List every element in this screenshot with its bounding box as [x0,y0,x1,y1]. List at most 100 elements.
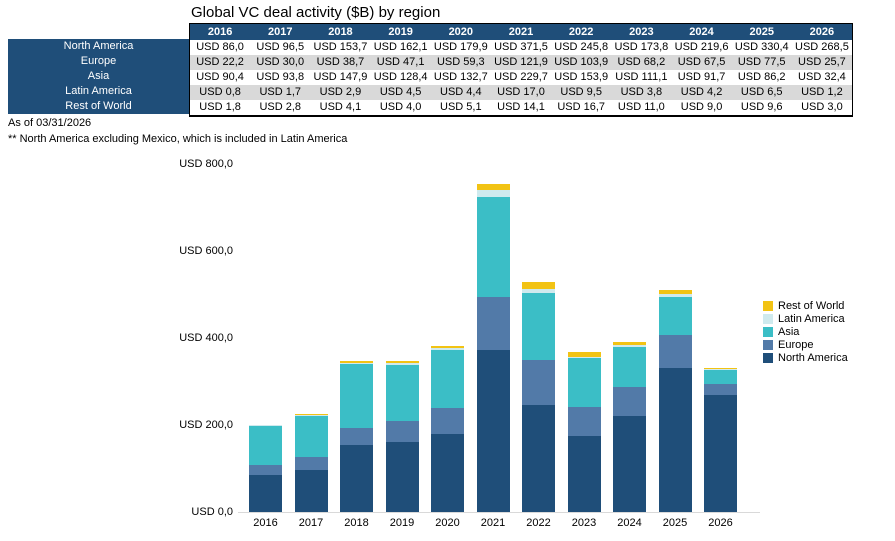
bar-segment-rest-of-world [340,360,373,363]
table-cell: USD 219,6 [671,40,732,55]
x-tick-label: 2022 [526,517,551,529]
footnote-as-of-date: As of 03/31/2026 [8,117,92,129]
table-cell: USD 25,7 [791,55,852,70]
y-tick-label: USD 0,0 [191,506,233,518]
table-cell: USD 132,7 [430,70,491,85]
table-cell: USD 4,2 [671,85,732,100]
bar-segment-latin-america [567,356,601,359]
table-cell: USD 4,5 [370,85,431,100]
bar-segment-latin-america [340,362,373,364]
legend-label: Asia [778,325,800,338]
bar-segment-latin-america [704,369,737,370]
bar-stack-2024 [613,341,646,512]
table-cell: USD 2,9 [310,85,371,100]
table-cell: USD 86,2 [731,70,792,85]
x-tick-label: 2016 [253,517,278,529]
legend-label: North America [778,351,848,364]
bar-segment-europe [476,297,510,351]
bar-segment-north-america [294,470,328,512]
table-cell: USD 3,0 [791,100,852,115]
table-cell: USD 17,0 [490,85,552,100]
legend-swatch-latin-america [763,313,773,324]
y-tick-label: USD 600,0 [179,245,233,257]
bar-stack-2026 [704,368,737,512]
bar-segment-rest-of-world [567,352,601,357]
table-cell: USD 229,7 [490,70,552,85]
table-cell: USD 4,1 [310,100,371,115]
y-tick-label: USD 800,0 [179,158,233,170]
table-cell: USD 16,7 [551,100,612,115]
bar-stack-2022 [522,281,555,512]
bar-segment-asia [476,197,510,298]
bar-segment-europe [522,359,555,406]
table-header-year: 2022 [551,24,612,40]
table-row-label: Europe [8,54,189,69]
table-cell: USD 3,8 [611,85,672,100]
legend-swatch-asia [763,326,773,337]
bar-segment-europe [340,428,373,446]
table-cell: USD 147,9 [310,70,371,85]
bar-segment-north-america [385,441,419,512]
bar-segment-rest-of-world [294,414,328,416]
bar-segment-europe [431,407,464,434]
table-cell: USD 5,1 [430,100,491,115]
legend-label: Latin America [778,312,845,325]
bar-segment-asia [385,365,419,422]
bar-segment-europe [294,456,328,471]
table-header-year: 2018 [310,24,371,40]
bar-segment-latin-america [385,363,419,366]
table-cell: USD 153,7 [310,40,371,55]
table-header-year: 2026 [791,24,852,40]
table-header-year: 2023 [611,24,672,40]
bar-segment-asia [658,297,692,335]
bar-stack-2025 [658,290,692,512]
bar-stack-2020 [431,346,464,512]
bar-segment-north-america [431,433,464,512]
table-cell: USD 1,2 [791,85,852,100]
table-header-year: 2019 [370,24,431,40]
table-cell: USD 330,4 [731,40,792,55]
x-tick-label: 2020 [435,517,460,529]
table-cell: USD 4,4 [430,85,491,100]
bar-segment-latin-america [431,348,464,351]
table-cell: USD 1,8 [190,100,251,115]
legend-item: Latin America [763,312,848,325]
x-tick-label: 2026 [708,517,733,529]
table-cell: USD 30,0 [250,55,311,70]
x-tick-label: 2024 [617,517,642,529]
x-tick-label: 2025 [662,517,688,529]
bar-segment-latin-america [613,345,646,348]
table-cell: USD 77,5 [731,55,792,70]
bar-segment-rest-of-world [249,424,282,426]
data-table: 2016 2017 2018 2019 2020 2021 2022 2023 2024 2025… [189,23,853,117]
table-cell: USD 96,5 [250,40,311,55]
bar-segment-asia [294,416,328,457]
bar-segment-latin-america [476,190,510,198]
bar-segment-rest-of-world [658,290,692,295]
table-cell: USD 22,2 [190,55,251,70]
table-cell: USD 38,7 [310,55,371,70]
table-cell: USD 268,5 [791,40,852,55]
table-header-year: 2025 [731,24,792,40]
bar-segment-latin-america [294,415,328,417]
bar-segment-north-america [476,350,510,512]
legend-item: Rest of World [763,299,848,312]
chart-title: Global VC deal activity ($B) by region [191,4,441,21]
bar-segment-latin-america [658,294,692,298]
bar-stack-2023 [567,352,601,512]
legend-swatch-europe [763,339,773,350]
table-cell: USD 59,3 [430,55,491,70]
legend: Rest of World Latin America Asia Europe Nort… [763,299,848,364]
table-cell: USD 9,5 [551,85,612,100]
plot-area [238,164,760,513]
table-row-label: Rest of World [8,99,189,114]
bar-segment-north-america [340,445,373,512]
table-row-label: Asia [8,69,189,84]
table-cell: USD 1,7 [250,85,311,100]
table-row-label: Latin America [8,84,189,99]
x-tick-label: 2017 [298,517,324,529]
table-header-year: 2024 [671,24,732,40]
bar-segment-rest-of-world [704,368,737,370]
bar-segment-north-america [249,474,282,512]
bar-stack-2016 [249,424,282,512]
